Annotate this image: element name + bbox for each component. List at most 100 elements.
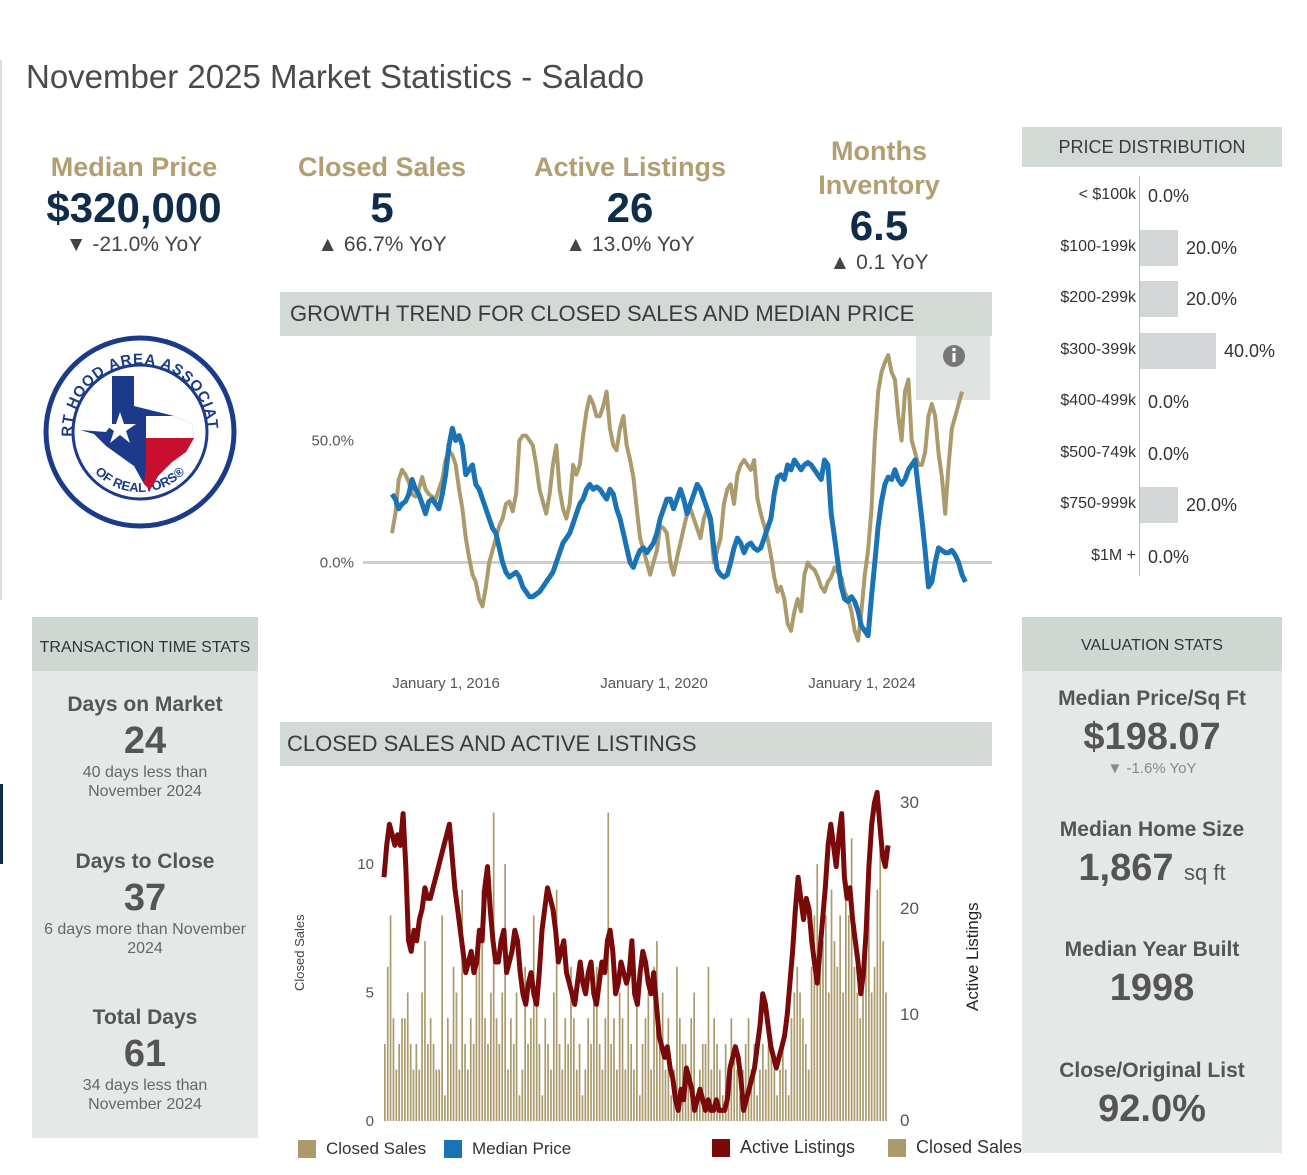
closed-sales-bar bbox=[570, 966, 572, 1121]
closed-sales-bar bbox=[644, 1018, 647, 1121]
closed-sales-bar bbox=[541, 1095, 544, 1121]
closed-sales-bar bbox=[633, 1069, 635, 1121]
distribution-bar bbox=[1140, 229, 1178, 266]
y-tick-label: 0.0% bbox=[320, 555, 354, 572]
closed-sales-bar bbox=[432, 1043, 435, 1121]
closed-sales-bar bbox=[753, 1043, 756, 1121]
distribution-label: $750-999k bbox=[1060, 495, 1136, 512]
closed-sales-bar bbox=[404, 1018, 406, 1121]
legend-label: Active Listings bbox=[740, 1137, 856, 1157]
closed-sales-bar bbox=[455, 992, 458, 1121]
transaction-time-title: TRANSACTION TIME STATS bbox=[39, 639, 251, 656]
closed-sales-bar bbox=[736, 1069, 738, 1121]
closed-sales-bar bbox=[412, 1069, 415, 1121]
closed-sales-bar bbox=[601, 1069, 604, 1121]
closed-sales-bar bbox=[610, 1043, 612, 1121]
distribution-bar bbox=[1140, 281, 1178, 317]
closed-sales-bar bbox=[764, 1069, 767, 1121]
closed-sales-bar bbox=[790, 1018, 793, 1121]
closed-sales-bar bbox=[392, 1018, 395, 1121]
distribution-pct: 20.0% bbox=[1186, 289, 1238, 309]
distribution-row: $1M + 0.0% bbox=[1022, 537, 1284, 577]
transaction-time-header: TRANSACTION TIME STATS bbox=[32, 617, 258, 671]
stat-value: $198.07 bbox=[1083, 716, 1221, 758]
stat-value: 37 bbox=[123, 877, 167, 919]
closed-sales-bar bbox=[518, 1095, 521, 1121]
kpi-closed-sales: Closed Sales 5 ▲ 66.7% YoY bbox=[268, 150, 496, 258]
closed-sales-bar bbox=[707, 966, 710, 1121]
closed-sales-bar bbox=[444, 1095, 446, 1121]
closed-sales-bar bbox=[415, 1043, 418, 1121]
closed-sales-bar bbox=[490, 992, 492, 1121]
closed-sales-bar bbox=[787, 1095, 790, 1121]
left-axis-title: Closed Sales bbox=[292, 914, 307, 991]
closed-sales-bar bbox=[593, 992, 595, 1121]
closed-sales-bar bbox=[670, 1095, 673, 1121]
distribution-bar bbox=[1140, 332, 1216, 369]
closed-sales-bar bbox=[478, 941, 481, 1121]
closed-sales-bar bbox=[756, 1095, 758, 1121]
closed-sales-bar bbox=[710, 1069, 713, 1121]
stat-total-days: Total Days 61 34 days less than November… bbox=[32, 1006, 258, 1114]
distribution-row: $750-999k 20.0% bbox=[1022, 485, 1284, 525]
info-icon[interactable] bbox=[916, 336, 990, 400]
closed-sales-bar bbox=[524, 966, 526, 1121]
left-tick-label: 5 bbox=[366, 985, 374, 1002]
closed-sales-bar bbox=[561, 1069, 564, 1121]
closed-sales-bar bbox=[438, 1069, 441, 1121]
closed-sales-bar bbox=[693, 992, 695, 1121]
closed-sales-bar bbox=[636, 992, 638, 1121]
page-title: November 2025 Market Statistics - Salado bbox=[26, 58, 645, 95]
closed-sales-bar bbox=[481, 889, 484, 1121]
closed-sales-bar bbox=[676, 966, 678, 1121]
closed-sales-bar bbox=[435, 1069, 438, 1121]
closed-sales-bar bbox=[527, 1043, 529, 1121]
stat-value: 1998 bbox=[1109, 967, 1195, 1009]
closed-sales-bar bbox=[590, 1043, 592, 1121]
legend-swatch-gold bbox=[298, 1140, 316, 1158]
closed-sales-bar bbox=[776, 1095, 778, 1121]
stat-days-to-close: Days to Close 37 6 days more than Novemb… bbox=[32, 850, 258, 958]
closed-sales-bar bbox=[796, 966, 799, 1121]
closed-sales-bar bbox=[467, 1069, 469, 1121]
closed-sales-bar bbox=[658, 1043, 661, 1121]
stat-days-on-market: Days on Market 24 40 days less than Nove… bbox=[32, 693, 258, 801]
stat-label: Median Home Size bbox=[1059, 818, 1245, 841]
right-tick-label: 0 bbox=[900, 1111, 909, 1130]
closed-sales-bar bbox=[449, 1043, 452, 1121]
closed-sales-bar bbox=[567, 1043, 569, 1121]
right-axis-title: Active Listings bbox=[963, 902, 982, 1011]
legend-label: Closed Sales bbox=[916, 1137, 1023, 1157]
stat-sub: 34 days less than bbox=[82, 1077, 208, 1094]
distribution-label: $400-499k bbox=[1060, 392, 1136, 409]
kpi-value: 5 bbox=[370, 184, 394, 231]
growth-trend-chart: 0.0% 50.0% January 1, 2016 January 1, 2020 J… bbox=[311, 353, 992, 692]
left-tick-label: 10 bbox=[357, 856, 374, 873]
x-tick-label: January 1, 2024 bbox=[808, 675, 916, 692]
closed-sales-bar bbox=[784, 1069, 787, 1121]
info-box[interactable] bbox=[916, 336, 990, 400]
closed-sales-bar bbox=[618, 992, 621, 1121]
closed-sales-bar bbox=[535, 992, 538, 1121]
closed-sales-bar bbox=[598, 1043, 601, 1121]
closed-sales-line bbox=[390, 353, 964, 643]
closed-sales-bar bbox=[819, 966, 821, 1121]
kpi-label: Closed Sales bbox=[297, 152, 467, 182]
closed-sales-bar bbox=[650, 1069, 652, 1121]
closed-sales-bar bbox=[770, 1043, 773, 1121]
kpi-change: ▲ 0.1 YoY bbox=[829, 251, 929, 274]
closed-sales-bar bbox=[664, 1069, 667, 1121]
closed-sales-bar bbox=[744, 1043, 747, 1121]
closed-sales-bar bbox=[767, 1018, 770, 1121]
closed-sales-bar bbox=[885, 992, 887, 1121]
distribution-pct: 0.0% bbox=[1148, 546, 1190, 567]
closed-sales-bar bbox=[507, 1069, 509, 1121]
kpi-active-listings: Active Listings 26 ▲ 13.0% YoY bbox=[516, 150, 744, 258]
texas-flag-icon bbox=[80, 376, 194, 490]
legend-swatch-blue bbox=[444, 1140, 462, 1158]
closed-sales-bar bbox=[830, 889, 833, 1121]
closed-sales-bar bbox=[679, 1018, 681, 1121]
closed-sales-bar bbox=[759, 1069, 761, 1121]
closed-sales-bar bbox=[607, 812, 610, 1121]
closed-sales-bar bbox=[512, 1043, 515, 1121]
